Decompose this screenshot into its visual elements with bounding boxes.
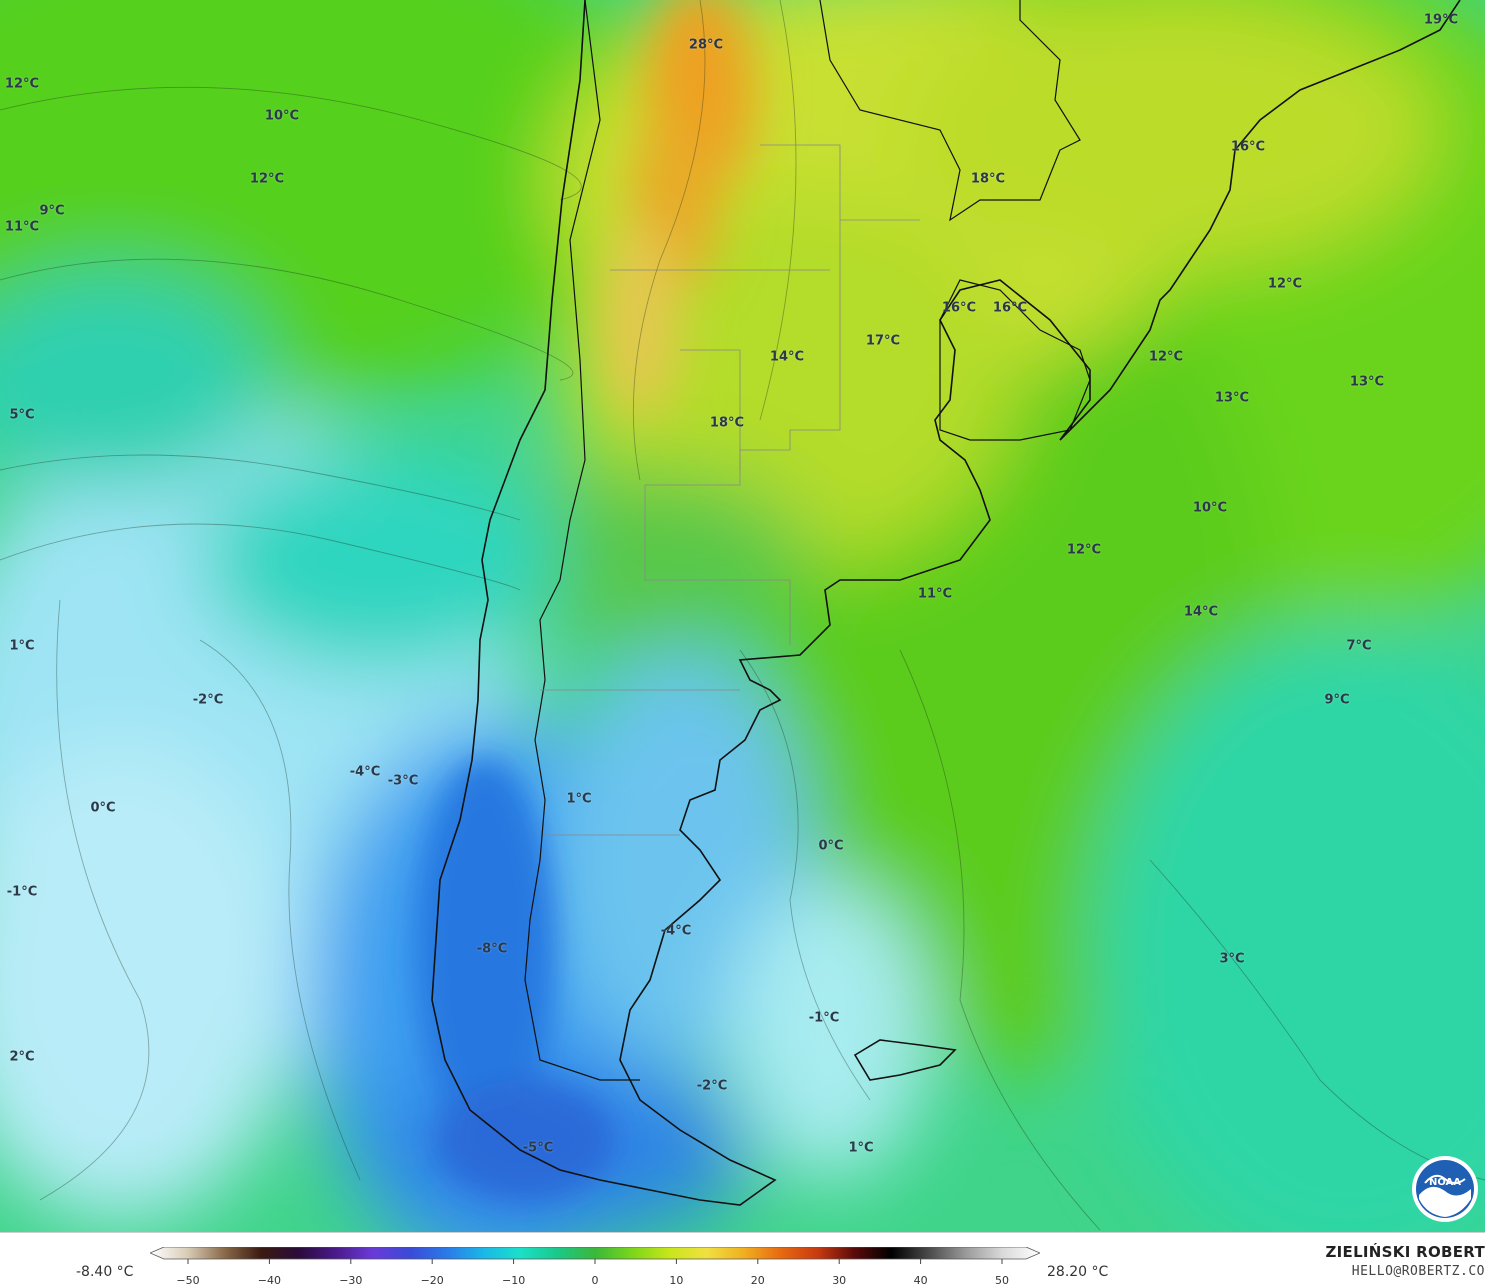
temperature-label: 28°C: [688, 37, 724, 53]
province-borders: [540, 144, 920, 836]
author-name: ZIELIŃSKI ROBERT: [1325, 1243, 1485, 1261]
temperature-label: 13°C: [1349, 374, 1385, 390]
temperature-label: 2°C: [9, 1049, 35, 1065]
temperature-label: 1°C: [566, 791, 592, 807]
temperature-label: 1°C: [848, 1140, 874, 1156]
temperature-label: 1°C: [9, 638, 35, 654]
colorbar-tick-label: −40: [257, 1274, 281, 1287]
temperature-label: 7°C: [1346, 638, 1372, 654]
temperature-label: 18°C: [970, 171, 1006, 187]
colorbar-tick-label: −10: [501, 1274, 526, 1287]
temperature-label: -8°C: [476, 941, 508, 957]
colorbar-tick-label: 0: [591, 1274, 599, 1287]
temperature-label: -2°C: [192, 692, 224, 708]
temperature-label: 12°C: [1148, 349, 1184, 365]
temperature-label: 12°C: [4, 76, 40, 92]
colorbar-tick-label: −30: [339, 1274, 363, 1287]
temperature-label: -5°C: [522, 1140, 554, 1156]
temperature-label: 9°C: [1324, 692, 1350, 708]
colorbar-tick-label: 20: [750, 1274, 765, 1287]
temperature-label: 14°C: [1183, 604, 1219, 620]
temperature-label: 13°C: [1214, 390, 1250, 406]
temperature-label: 17°C: [865, 333, 901, 349]
cold-core: [415, 760, 615, 1200]
temperature-label: 3°C: [1219, 951, 1245, 967]
temperature-label: 0°C: [90, 800, 116, 816]
country-borders: [524, 0, 1091, 1081]
temperature-label: -1°C: [6, 884, 38, 900]
map-canvas: [0, 0, 1485, 1232]
colorbar-tick-label: −50: [176, 1274, 200, 1287]
legend-bar: -8.40 °C −50 −40 −30 −20 −10 0 10 20 30 40 50 28.2…: [0, 1232, 1485, 1288]
colorbar-tick-label: 50: [995, 1274, 1009, 1287]
temperature-label: 11°C: [4, 219, 40, 235]
temperature-label: 18°C: [709, 415, 745, 431]
isotherm-contours: [0, 0, 1485, 1231]
temperature-label: 19°C: [1423, 12, 1459, 28]
temperature-label: 10°C: [264, 108, 300, 124]
temperature-label: 0°C: [818, 838, 844, 854]
temperature-map: 28°C 19°C 12°C 10°C 12°C 9°C 11°C 16°C 1…: [0, 0, 1485, 1232]
temperature-colorbar: [150, 1247, 1040, 1264]
noaa-logo: NOAA: [1412, 1156, 1478, 1222]
colorbar-tick-label: 40: [913, 1274, 928, 1287]
temperature-label: -4°C: [660, 923, 692, 939]
scale-max-label: 28.20 °C: [1047, 1264, 1109, 1280]
noaa-logo-text: NOAA: [1429, 1177, 1461, 1188]
temperature-label: -4°C: [349, 764, 381, 780]
colorbar-tick-label: −20: [420, 1274, 444, 1287]
temperature-label: 11°C: [917, 586, 953, 602]
temperature-field: [0, 0, 1485, 1232]
coastlines: [431, 0, 1461, 1206]
scale-min-label: -8.40 °C: [76, 1264, 134, 1280]
temperature-label: -2°C: [696, 1078, 728, 1094]
temperature-label: 10°C: [1192, 500, 1228, 516]
temperature-label: 14°C: [769, 349, 805, 365]
temperature-label: 16°C: [1230, 139, 1266, 155]
colorbar-tick-label: 10: [669, 1274, 684, 1287]
temperature-label: 9°C: [39, 203, 65, 219]
temperature-label: 5°C: [9, 407, 35, 423]
temperature-label: 12°C: [1066, 542, 1102, 558]
temperature-label: 12°C: [249, 171, 285, 187]
temperature-label: 12°C: [1267, 276, 1303, 292]
temperature-label: 16°C: [992, 300, 1028, 316]
temperature-label: 16°C: [941, 300, 977, 316]
author-email: HELLO@ROBERTZ.CO: [1351, 1264, 1485, 1279]
temperature-label: -1°C: [808, 1010, 840, 1026]
temperature-label: -3°C: [387, 773, 419, 789]
colorbar-tick-label: 30: [832, 1274, 847, 1287]
